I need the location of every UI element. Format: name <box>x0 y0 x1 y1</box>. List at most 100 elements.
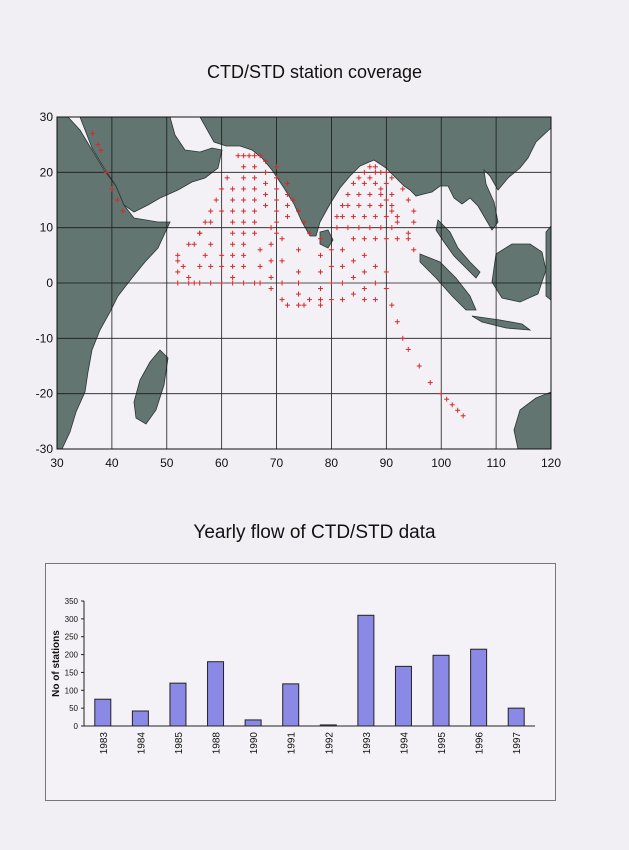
station-point <box>257 263 263 269</box>
map-x-tick-label: 120 <box>541 456 561 470</box>
bar-category-label: 1988 <box>212 732 223 755</box>
map-x-tick-label: 90 <box>380 456 394 470</box>
bar-y-tick-label: 300 <box>65 615 79 624</box>
station-point <box>208 280 214 286</box>
station-point <box>279 280 285 286</box>
station-point <box>383 269 389 275</box>
bar-y-tick-label: 250 <box>65 633 79 642</box>
land-sulawesi <box>545 225 551 301</box>
station-point <box>328 280 334 286</box>
station-point <box>241 252 247 258</box>
station-point <box>334 225 340 231</box>
station-point <box>317 297 323 303</box>
station-point <box>361 286 367 292</box>
bar-category-label: 1996 <box>475 732 486 755</box>
land-srilanka <box>319 229 334 249</box>
station-point <box>175 280 181 286</box>
bar-1985 <box>169 682 187 727</box>
bar-y-tick-label: 0 <box>74 722 79 731</box>
station-point <box>383 214 389 220</box>
station-point <box>372 214 378 220</box>
station-point <box>339 203 345 209</box>
station-point <box>361 269 367 275</box>
station-point <box>208 208 214 214</box>
station-point <box>317 302 323 308</box>
station-point <box>383 236 389 242</box>
station-point <box>197 230 203 236</box>
station-point <box>241 175 247 181</box>
station-point <box>241 153 247 159</box>
bar-1984 <box>131 710 149 727</box>
station-point <box>328 297 334 303</box>
station-point <box>246 153 252 159</box>
station-point <box>290 197 296 203</box>
station-point <box>191 280 197 286</box>
station-point <box>339 263 345 269</box>
station-point <box>109 186 115 192</box>
station-point <box>372 180 378 186</box>
bar-category-label: 1994 <box>399 732 410 755</box>
station-point <box>296 208 302 214</box>
station-point <box>372 280 378 286</box>
station-point <box>257 280 263 286</box>
station-point <box>350 214 356 220</box>
bar-y-tick-label: 350 <box>65 597 79 606</box>
station-point <box>367 175 373 181</box>
station-point <box>301 219 307 225</box>
bar-1993 <box>357 614 375 727</box>
station-point <box>372 236 378 242</box>
station-point <box>328 247 334 253</box>
station-point <box>455 407 461 413</box>
station-point <box>367 225 373 231</box>
bar-1983 <box>94 698 112 727</box>
station-point <box>339 247 345 253</box>
bar-category-label: 1992 <box>324 732 335 755</box>
station-point <box>394 236 400 242</box>
station-point <box>361 297 367 303</box>
station-point <box>208 263 214 269</box>
station-point <box>400 186 406 192</box>
station-point <box>285 214 291 220</box>
bar-y-tick-label: 150 <box>65 668 79 677</box>
station-point <box>389 175 395 181</box>
station-point <box>219 280 225 286</box>
station-point <box>416 363 422 369</box>
station-point <box>350 258 356 264</box>
station-point <box>345 225 351 231</box>
map-x-tick-label: 100 <box>431 456 451 470</box>
bar-category-label: 1983 <box>99 732 110 755</box>
station-point <box>274 230 280 236</box>
station-point <box>263 191 269 197</box>
land-arabia <box>79 117 223 213</box>
station-point <box>219 186 225 192</box>
map-x-tick-label: 30 <box>50 456 64 470</box>
station-point <box>411 208 417 214</box>
station-point <box>95 142 101 148</box>
station-point <box>383 286 389 292</box>
map-border <box>56 116 552 450</box>
station-point <box>202 252 208 258</box>
map-x-tick-label: 110 <box>487 456 506 470</box>
station-point <box>186 280 192 286</box>
map-title: CTD/STD station coverage <box>206 62 423 82</box>
station-point <box>296 247 302 253</box>
station-point <box>274 208 280 214</box>
station-point <box>219 252 225 258</box>
station-point <box>241 186 247 192</box>
map-x-tick-label: 40 <box>105 456 119 470</box>
map-x-tick-label: 70 <box>270 456 284 470</box>
land-sumatra <box>419 253 477 311</box>
station-point <box>224 175 230 181</box>
station-point <box>394 219 400 225</box>
land-india-asia <box>199 117 551 237</box>
station-point <box>230 197 236 203</box>
bar-category-label: 1985 <box>174 732 185 755</box>
station-point <box>230 280 236 286</box>
station-point <box>378 191 384 197</box>
station-point <box>90 131 96 137</box>
station-point <box>296 302 302 308</box>
land-java <box>471 315 532 331</box>
station-point <box>317 286 323 292</box>
station-point <box>268 258 274 264</box>
